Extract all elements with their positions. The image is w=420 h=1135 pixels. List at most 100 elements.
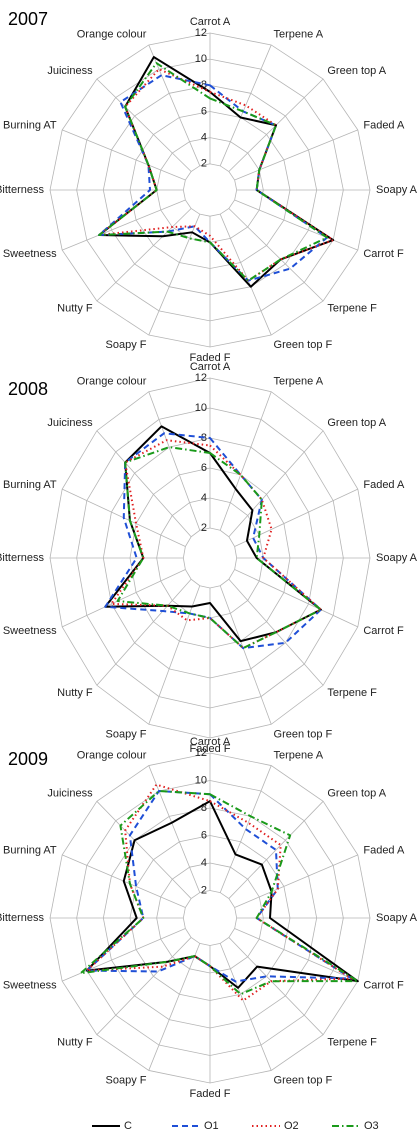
category-label: Faded F	[190, 743, 231, 755]
category-label: Carrot F	[363, 248, 404, 260]
spoke	[219, 214, 272, 336]
grid-ring	[182, 527, 238, 589]
r-tick-label: 8	[201, 802, 207, 814]
category-label: Soapy F	[106, 1075, 147, 1087]
spoke	[62, 569, 186, 628]
spoke	[234, 854, 358, 908]
r-tick-label: 10	[195, 53, 207, 65]
category-label: Bitterness	[0, 184, 44, 196]
grid-ring	[182, 890, 238, 946]
spoke	[148, 765, 201, 893]
r-tick-label: 4	[201, 492, 207, 504]
r-tick-label: 12	[195, 372, 207, 384]
category-label: Carrot A	[190, 16, 231, 28]
category-label: Terpene F	[327, 303, 377, 315]
category-label: Nutty F	[57, 1036, 93, 1048]
r-tick-label: 12	[195, 27, 207, 39]
spoke	[234, 928, 358, 982]
spoke	[148, 44, 201, 166]
r-tick-label: 2	[201, 158, 207, 170]
category-label: Soapy F	[106, 728, 147, 740]
chart-title: 2009	[8, 749, 48, 769]
spoke	[219, 44, 272, 166]
category-label: Juiciness	[47, 787, 93, 799]
category-label: Green top F	[274, 1075, 333, 1087]
series-line	[104, 432, 322, 650]
category-label: Sweetness	[3, 625, 57, 637]
category-label: Orange colour	[77, 29, 147, 41]
category-label: Faded F	[190, 1088, 231, 1100]
r-tick-label: 10	[195, 774, 207, 786]
spoke	[96, 937, 192, 1035]
spoke	[228, 801, 324, 899]
r-tick-label: 4	[201, 132, 207, 144]
category-label: Soapy F	[106, 339, 147, 351]
legend-label: O2	[284, 1120, 299, 1132]
r-tick-label: 10	[195, 402, 207, 414]
category-label: Burning AT	[3, 120, 57, 132]
series-line	[110, 439, 322, 650]
category-label: Bitterness	[0, 912, 44, 924]
series-line	[98, 74, 329, 282]
category-label: Sweetness	[3, 248, 57, 260]
spoke	[234, 569, 358, 628]
category-label: Faded F	[190, 352, 231, 364]
category-label: Soapy A	[376, 552, 418, 564]
spoke	[96, 578, 192, 686]
chart-title: 2007	[8, 9, 48, 29]
category-label: Terpene A	[274, 29, 324, 41]
category-label: Carrot A	[190, 361, 231, 373]
spoke	[96, 801, 192, 899]
category-label: Green top F	[274, 728, 333, 740]
r-tick-label: 8	[201, 79, 207, 91]
spoke	[148, 943, 201, 1071]
spoke	[219, 943, 272, 1071]
spoke	[219, 391, 272, 531]
spoke	[62, 199, 186, 251]
spoke	[234, 199, 358, 251]
category-label: Green top A	[327, 417, 386, 429]
category-label: Carrot F	[363, 625, 404, 637]
spoke	[62, 129, 186, 181]
category-label: Faded A	[363, 120, 405, 132]
r-tick-label: 4	[201, 857, 207, 869]
spoke	[228, 208, 324, 302]
spoke	[219, 585, 272, 725]
category-label: Orange colour	[77, 375, 147, 387]
series-line	[116, 446, 322, 650]
spoke	[219, 765, 272, 893]
category-label: Soapy A	[376, 912, 418, 924]
spoke	[96, 208, 192, 302]
r-tick-label: 2	[201, 884, 207, 896]
r-tick-label: 6	[201, 829, 207, 841]
series-line	[104, 425, 322, 643]
category-label: Terpene A	[274, 749, 324, 761]
category-label: Juiciness	[47, 65, 93, 77]
category-label: Faded A	[363, 845, 405, 857]
spoke	[234, 129, 358, 181]
spoke	[234, 488, 358, 547]
category-label: Burning AT	[3, 479, 57, 491]
category-label: Nutty F	[57, 687, 93, 699]
category-label: Terpene A	[274, 375, 324, 387]
category-label: Orange colour	[77, 749, 147, 761]
chart-title: 2008	[8, 379, 48, 399]
spoke	[96, 78, 192, 172]
category-label: Sweetness	[3, 979, 57, 991]
category-label: Terpene F	[327, 687, 377, 699]
spoke	[148, 214, 201, 336]
r-tick-label: 6	[201, 462, 207, 474]
series-line	[98, 62, 329, 282]
spoke	[148, 585, 201, 725]
category-label: Faded A	[363, 479, 405, 491]
category-label: Carrot A	[190, 736, 231, 748]
legend-label: O1	[204, 1120, 219, 1132]
series-line	[79, 789, 359, 996]
r-tick-label: 2	[201, 522, 207, 534]
spoke	[228, 430, 324, 538]
spoke	[148, 391, 201, 531]
grid-ring	[182, 163, 238, 217]
category-label: Soapy A	[376, 184, 418, 196]
category-label: Green top A	[327, 65, 386, 77]
